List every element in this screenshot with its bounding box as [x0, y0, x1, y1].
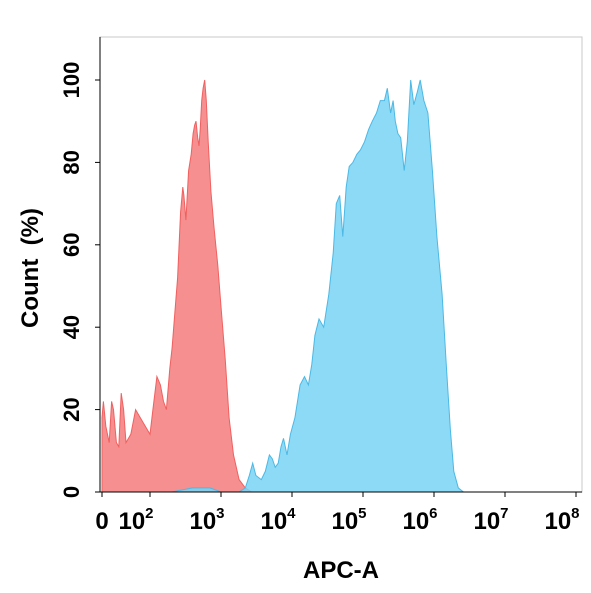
y-axis-title: Count (%) — [17, 208, 44, 328]
x-axis-ticks: 0 102 103 104 105 106 107 108 — [95, 492, 580, 535]
x-tick-label: 106 — [402, 505, 437, 535]
x-tick-label: 107 — [473, 505, 508, 535]
y-tick-label: 0 — [59, 486, 84, 498]
x-tick-label: 0 — [95, 508, 108, 535]
y-tick-label: 40 — [59, 315, 84, 339]
y-tick-label: 80 — [59, 150, 84, 174]
x-tick-label: 104 — [260, 505, 296, 535]
x-tick-label: 105 — [331, 505, 366, 535]
x-tick-label: 102 — [118, 505, 153, 535]
series-layer — [101, 79, 465, 493]
series-area-2 — [114, 79, 465, 493]
y-tick-label: 100 — [59, 62, 84, 99]
y-tick-label: 20 — [59, 397, 84, 421]
x-axis-title: APC-A — [303, 557, 379, 584]
series-area-1 — [101, 79, 254, 493]
x-tick-label: 103 — [189, 505, 224, 535]
y-axis-ticks: 0 20 40 60 80 100 — [59, 62, 100, 498]
x-tick-label: 108 — [544, 505, 579, 535]
y-tick-label: 60 — [59, 233, 84, 257]
